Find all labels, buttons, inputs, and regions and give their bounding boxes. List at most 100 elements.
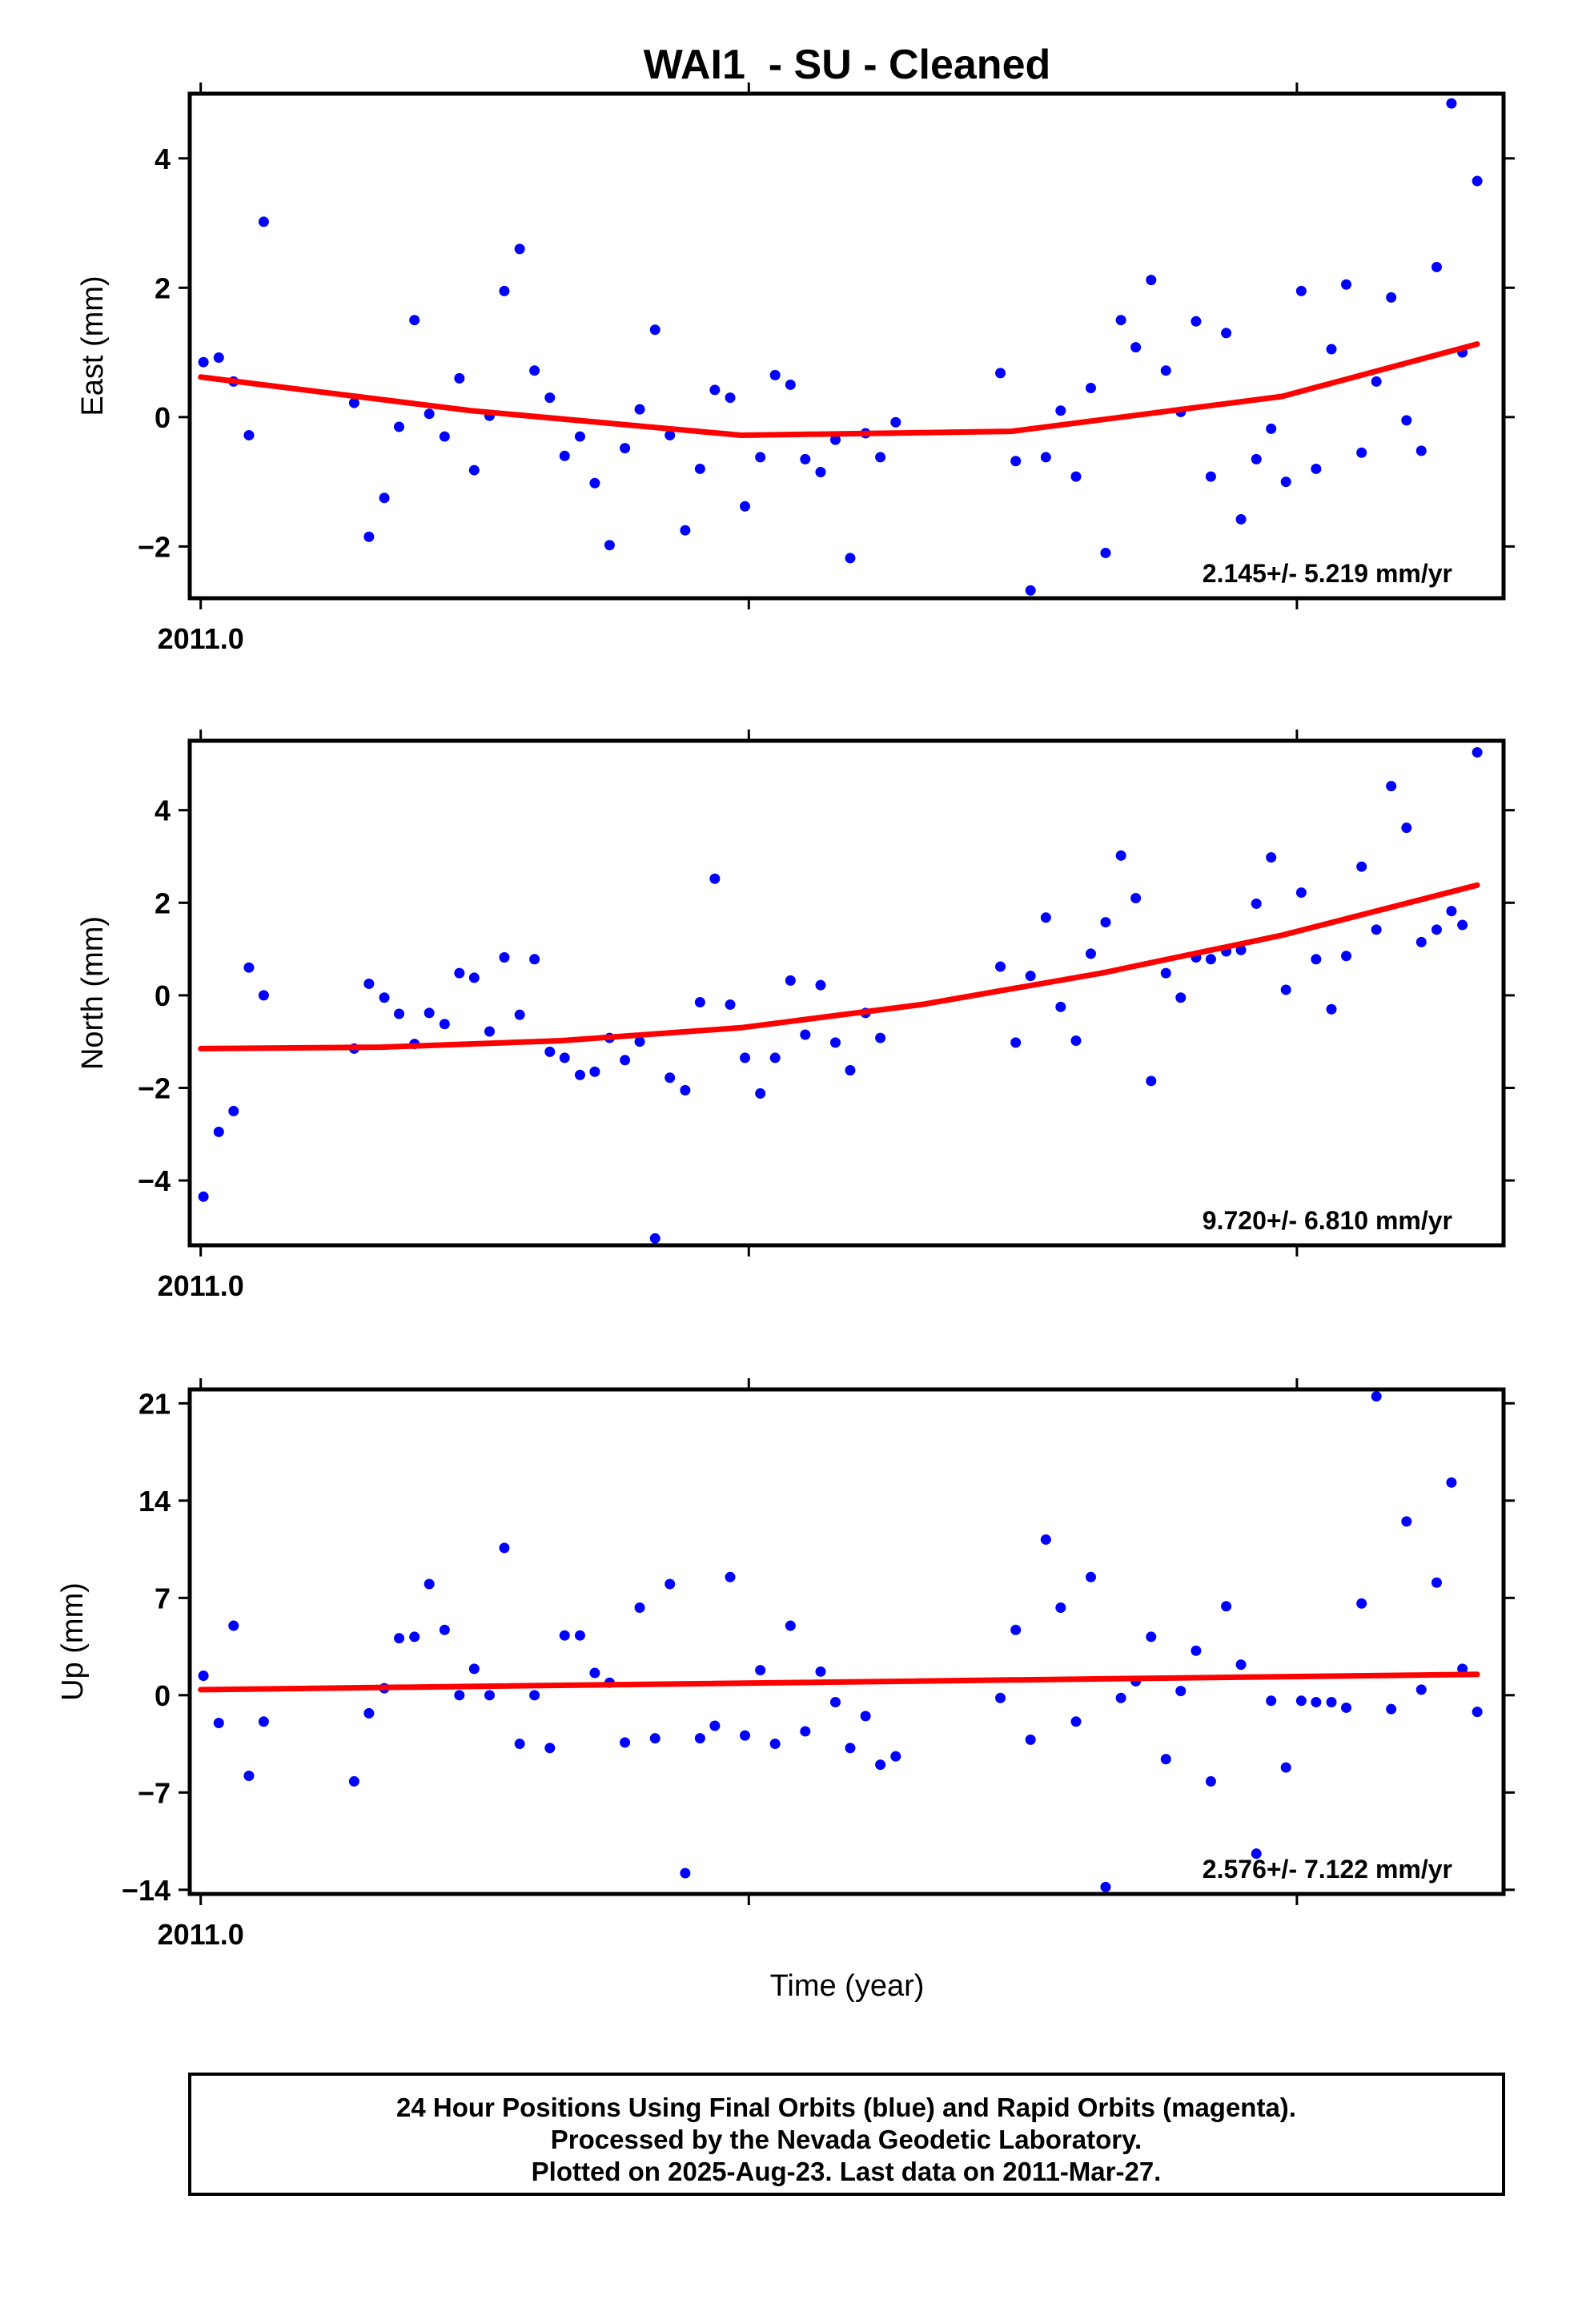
north-data-point	[1025, 971, 1036, 982]
north-data-point	[815, 979, 826, 991]
east-rate-annotation: 2.145+/- 5.219 mm/yr	[1203, 559, 1452, 588]
east-data-point	[1040, 452, 1051, 463]
up-data-point	[769, 1739, 781, 1750]
up-data-point	[363, 1707, 375, 1719]
east-data-point	[995, 368, 1006, 379]
east-data-point	[680, 525, 691, 536]
up-trend-line	[198, 1671, 1480, 1693]
up-data-point	[1415, 1684, 1427, 1695]
north-data-point	[1010, 1037, 1022, 1048]
up-data-point	[1356, 1598, 1367, 1609]
north-ytick-label: 2	[155, 887, 171, 919]
up-data-point	[394, 1633, 405, 1644]
up-data-point	[740, 1730, 751, 1741]
up-plot-frame	[187, 1387, 1506, 1896]
north-data-point	[363, 978, 375, 989]
east-data-point	[1415, 445, 1427, 456]
north-data-point	[424, 1007, 435, 1019]
east-plot-frame	[187, 91, 1506, 601]
east-ytick-label: −2	[138, 530, 171, 563]
east-data-point	[1070, 471, 1082, 482]
up-data-point	[725, 1571, 736, 1582]
up-data-point	[1040, 1534, 1051, 1545]
north-data-point	[1386, 781, 1397, 792]
east-data-point	[604, 540, 615, 551]
north-data-point	[1205, 954, 1216, 965]
north-data-point	[1341, 951, 1352, 962]
north-data-point	[1040, 912, 1051, 923]
up-data-point	[1401, 1516, 1412, 1527]
up-data-point	[815, 1666, 826, 1677]
up-data-point	[829, 1696, 841, 1707]
north-data-point	[634, 1036, 645, 1047]
north-data-point	[379, 992, 390, 1003]
north-data-point	[559, 1052, 570, 1063]
east-data-point	[1295, 285, 1307, 296]
north-data-point	[1175, 992, 1186, 1003]
up-data-point	[800, 1726, 811, 1737]
north-data-point	[1457, 919, 1468, 931]
north-data-point	[484, 1026, 495, 1037]
up-data-point	[1221, 1601, 1232, 1612]
up-data-point	[529, 1690, 540, 1701]
north-data-point	[258, 990, 269, 1001]
north-data-point	[1371, 924, 1382, 935]
north-data-point	[709, 873, 721, 884]
north-data-point	[544, 1046, 556, 1057]
north-data-point	[228, 1105, 239, 1116]
up-data-point	[454, 1690, 465, 1701]
east-data-point	[755, 452, 766, 463]
up-data-point	[1280, 1762, 1291, 1773]
north-data-point	[1356, 861, 1367, 872]
up-data-point	[228, 1620, 239, 1631]
up-data-point	[890, 1751, 901, 1762]
east-data-point	[424, 408, 435, 420]
east-trend-line	[198, 341, 1480, 438]
up-data-point	[1100, 1881, 1111, 1892]
east-data-point	[769, 369, 781, 380]
north-data-point	[1251, 898, 1262, 909]
north-data-point	[725, 999, 736, 1010]
east-data-point	[829, 434, 841, 445]
up-data-point	[709, 1720, 721, 1731]
east-data-point	[514, 243, 525, 255]
up-rate-annotation: 2.576+/- 7.122 mm/yr	[1203, 1855, 1452, 1884]
east-data-point	[1446, 98, 1457, 109]
east-data-point	[363, 531, 375, 542]
east-data-point	[559, 450, 570, 461]
north-data-point	[529, 954, 540, 965]
east-data-point	[634, 404, 645, 415]
east-data-point	[243, 429, 255, 440]
up-ytick-label: 7	[155, 1582, 171, 1614]
east-data-point	[198, 356, 209, 368]
up-data-point	[1175, 1686, 1186, 1697]
north-data-point	[694, 997, 705, 1008]
up-ylabel: Up (mm)	[56, 1582, 90, 1701]
up-data-point	[1341, 1702, 1352, 1713]
north-data-point	[1415, 936, 1427, 947]
east-data-point	[1055, 405, 1066, 416]
up-data-point	[589, 1667, 600, 1679]
north-data-point	[499, 951, 510, 963]
east-data-point	[1386, 292, 1397, 303]
north-rate-annotation: 9.720+/- 6.810 mm/yr	[1203, 1206, 1452, 1235]
caption-box: 24 Hour Positions Using Final Orbits (bl…	[188, 2073, 1505, 2196]
north-data-point	[680, 1084, 691, 1096]
north-data-point	[1266, 852, 1277, 863]
up-data-point	[439, 1624, 450, 1635]
up-data-point	[1205, 1775, 1216, 1787]
east-ytick-label: 2	[155, 271, 171, 304]
figure-title: WAI1 - SU - Cleaned	[644, 42, 1051, 88]
up-data-point	[1010, 1624, 1022, 1635]
up-data-point	[694, 1733, 705, 1744]
up-data-point	[424, 1578, 435, 1590]
east-data-point	[574, 431, 585, 442]
east-data-point	[468, 464, 480, 476]
north-data-point	[243, 962, 255, 973]
north-data-point	[439, 1019, 450, 1030]
up-data-point	[755, 1665, 766, 1676]
up-data-point	[1070, 1716, 1082, 1727]
caption-line-3: Plotted on 2025-Aug-23. Last data on 201…	[532, 2157, 1162, 2186]
east-data-point	[815, 467, 826, 477]
east-data-point	[1130, 342, 1142, 353]
